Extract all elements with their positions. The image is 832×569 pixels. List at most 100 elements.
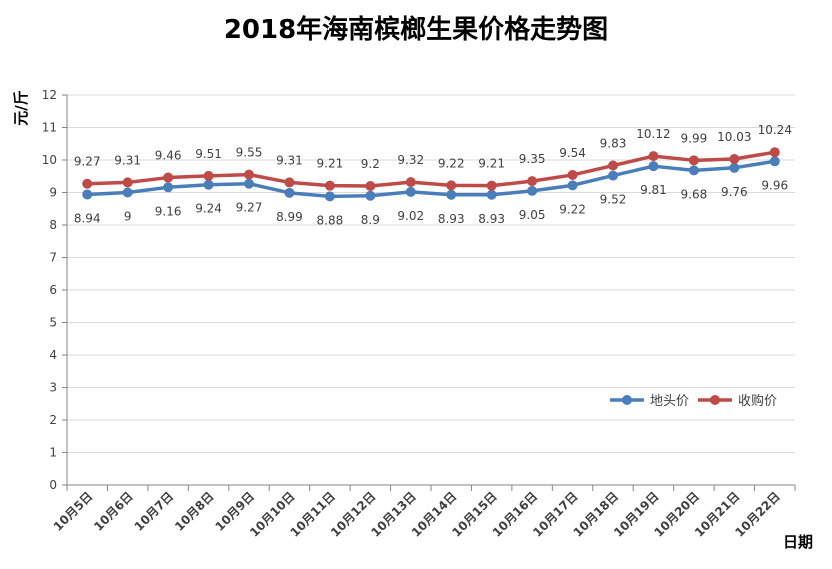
data-label-series-1-15: 9.99 (681, 131, 708, 145)
point-series-1-0 (82, 178, 93, 189)
x-tick-label-0: 10月5日 (51, 489, 96, 534)
point-series-0-10 (486, 189, 497, 200)
point-series-0-9 (446, 189, 457, 200)
chart-title: 2018年海南槟榔生果价格走势图 (224, 14, 608, 45)
point-series-1-9 (446, 180, 457, 191)
legend-label-0: 地头价 (650, 394, 689, 409)
point-series-0-4 (244, 178, 254, 189)
data-label-series-1-14: 10.12 (636, 127, 670, 141)
data-label-series-0-13: 9.52 (600, 193, 627, 207)
point-series-0-3 (203, 179, 214, 190)
y-tick-label-1: 1 (49, 446, 57, 460)
point-series-0-1 (122, 187, 133, 198)
data-label-series-1-4: 9.55 (236, 146, 263, 160)
data-labels: 8.94 9 9.16 9.24 9.27 8.99 8.88 8.9 9.02 8.93 8.93… (74, 123, 792, 227)
data-label-series-1-8: 9.32 (397, 153, 424, 167)
y-tick-label-8: 8 (49, 218, 57, 232)
data-label-series-1-0: 9.27 (74, 155, 101, 169)
y-tick-label-10: 10 (42, 153, 57, 167)
data-label-series-0-3: 9.24 (195, 202, 222, 216)
point-series-0-7 (365, 190, 376, 201)
point-series-1-3 (203, 170, 214, 181)
data-label-series-0-1: 9 (124, 210, 132, 224)
point-series-1-5 (284, 177, 295, 188)
data-label-series-0-15: 9.68 (681, 187, 708, 201)
x-tick-label-3: 10月8日 (172, 489, 217, 534)
legend-swatch-marker-1 (710, 395, 720, 405)
data-label-series-0-5: 8.99 (276, 210, 303, 224)
data-label-series-1-1: 9.31 (114, 153, 141, 167)
data-label-series-1-5: 9.31 (276, 153, 303, 167)
data-label-series-0-12: 9.22 (559, 202, 586, 216)
data-label-series-1-2: 9.46 (155, 149, 182, 163)
data-label-series-0-6: 8.88 (317, 213, 344, 227)
point-series-1-15 (688, 155, 699, 166)
x-tick-label-1: 10月6日 (91, 489, 136, 534)
data-label-series-0-8: 9.02 (397, 209, 424, 223)
legend: 地头价 收购价 (610, 393, 777, 409)
data-label-series-0-4: 9.27 (236, 201, 263, 215)
data-label-series-0-7: 8.9 (361, 213, 380, 227)
point-series-0-0 (82, 189, 93, 200)
data-label-series-1-6: 9.21 (317, 157, 344, 171)
series-line-0 (87, 159, 776, 199)
data-label-series-1-3: 9.51 (195, 147, 222, 161)
y-tick-label-12: 12 (42, 88, 57, 102)
point-series-0-11 (527, 185, 538, 196)
data-label-series-0-16: 9.76 (721, 185, 748, 199)
data-label-series-1-7: 9.2 (361, 157, 380, 171)
point-series-1-10 (486, 180, 497, 191)
point-series-1-12 (567, 169, 578, 180)
point-series-0-13 (608, 170, 618, 181)
point-series-1-13 (608, 160, 618, 171)
y-tick-label-3: 3 (49, 381, 57, 395)
point-series-1-4 (244, 169, 254, 180)
series-lines (82, 147, 780, 202)
point-series-1-7 (365, 181, 376, 191)
axes (62, 94, 796, 491)
x-tick-labels: 10月5日10月6日10月7日10月8日10月9日10月10日10月11日10月… (51, 489, 783, 539)
point-series-0-15 (688, 165, 699, 176)
point-series-0-2 (163, 182, 174, 193)
data-label-series-0-2: 9.16 (155, 204, 182, 218)
data-label-series-1-17: 10.24 (758, 123, 792, 137)
point-series-0-8 (405, 186, 416, 197)
data-label-series-1-9: 9.22 (438, 156, 465, 170)
point-series-0-14 (648, 161, 659, 172)
y-axis-label: 元/斤 (12, 90, 30, 125)
point-series-1-8 (405, 177, 416, 188)
data-label-series-0-14: 9.81 (640, 183, 667, 197)
series-line-1 (87, 150, 776, 188)
y-tick-label-5: 5 (49, 316, 57, 330)
data-label-series-0-17: 9.96 (761, 178, 788, 192)
legend-label-1: 收购价 (738, 393, 777, 409)
legend-swatch-marker-0 (622, 395, 632, 405)
data-label-series-0-11: 9.05 (519, 208, 546, 222)
data-label-series-0-10: 8.93 (478, 212, 505, 226)
x-axis-label: 日期 (783, 533, 813, 551)
point-series-1-16 (729, 154, 740, 165)
y-tick-label-6: 6 (49, 283, 57, 297)
data-label-series-1-16: 10.03 (717, 130, 751, 144)
y-tick-label-4: 4 (49, 348, 57, 362)
y-tick-label-7: 7 (49, 251, 57, 265)
y-tick-label-11: 11 (42, 121, 57, 135)
y-tick-label-9: 9 (49, 186, 57, 200)
point-series-1-1 (122, 177, 133, 188)
data-label-series-0-9: 8.93 (438, 212, 465, 226)
point-series-1-14 (648, 151, 659, 162)
point-series-1-6 (324, 180, 335, 191)
point-series-0-16 (729, 162, 740, 173)
y-tick-label-2: 2 (49, 413, 57, 427)
data-label-series-1-13: 9.83 (600, 137, 627, 151)
data-label-series-1-10: 9.21 (478, 157, 505, 171)
point-series-0-5 (284, 187, 295, 198)
point-series-0-17 (769, 156, 780, 167)
data-label-series-0-0: 8.94 (74, 211, 101, 225)
x-tick-label-2: 10月7日 (132, 489, 177, 534)
point-series-0-12 (567, 180, 578, 191)
point-series-1-17 (769, 147, 780, 158)
data-label-series-1-11: 9.35 (519, 152, 546, 166)
